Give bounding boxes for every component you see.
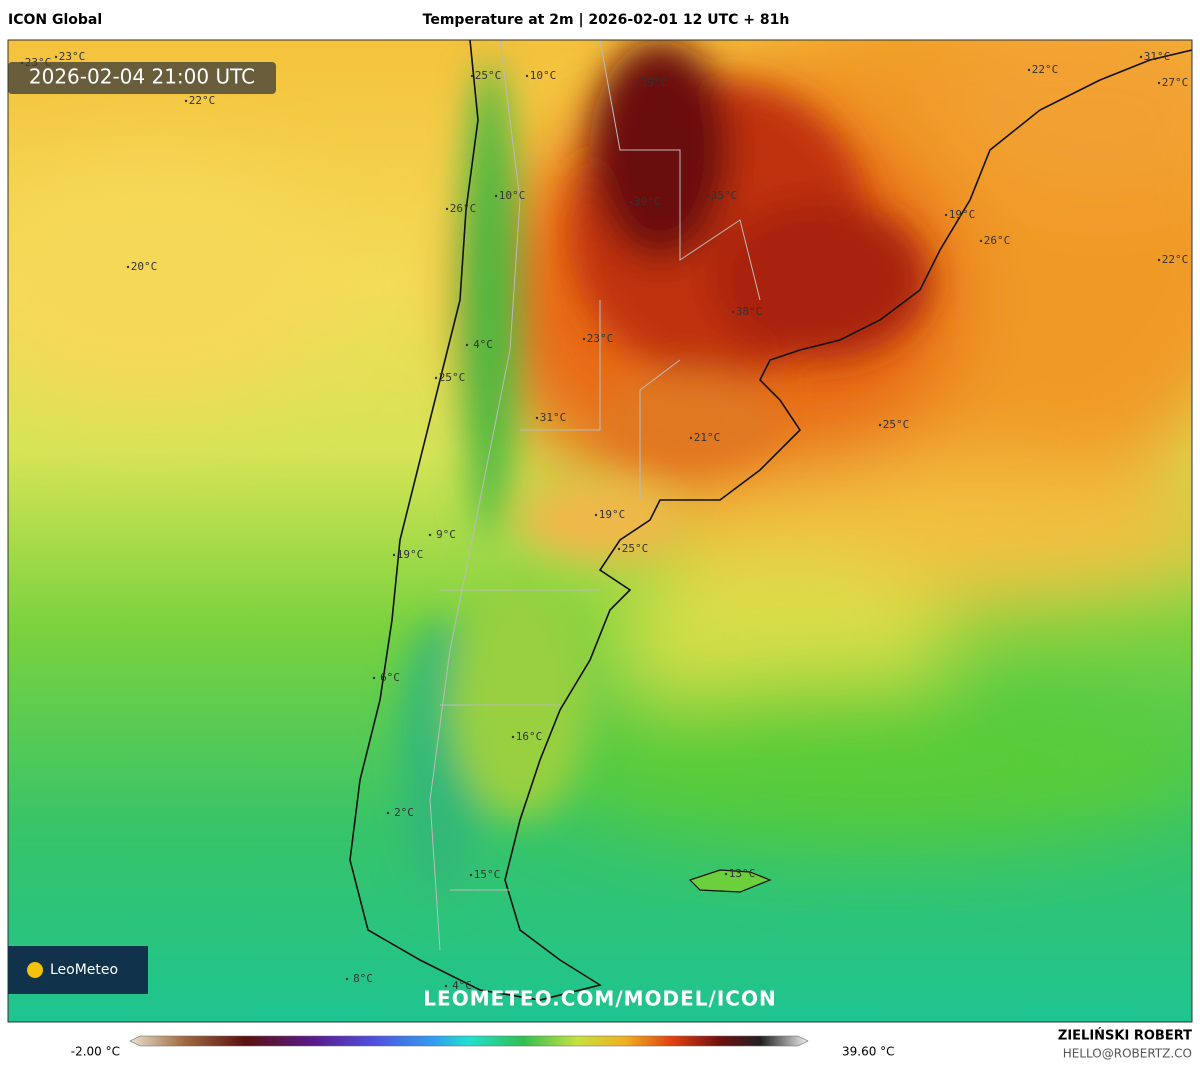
label-dot	[444, 984, 448, 988]
colorbar-max: 39.60 °C	[842, 1045, 895, 1059]
temperature-label: 25°C	[622, 542, 649, 555]
temperature-label: 10°C	[530, 69, 557, 82]
colorbar-scale	[129, 1035, 809, 1047]
temperature-label: 22°C	[1162, 253, 1189, 266]
author-email: HELLO@ROBERTZ.CO	[1063, 1047, 1192, 1061]
label-dot	[689, 436, 693, 440]
label-dot	[1157, 258, 1161, 262]
temperature-label: 13°C	[729, 867, 756, 880]
label-dot	[494, 194, 498, 198]
label-dot	[184, 99, 188, 103]
label-dot	[525, 74, 529, 78]
label-dot	[445, 207, 449, 211]
label-dot	[54, 55, 58, 59]
temperature-label: 23°C	[59, 50, 86, 63]
temperature-label: 26°C	[984, 234, 1011, 247]
temperature-label: 39°C	[634, 195, 661, 208]
map: 23°C 23°C 22°C 25°C 10°C 39°C 22°C 31°C 27°C 26°C…	[8, 40, 1192, 1022]
label-dot	[582, 337, 586, 341]
temperature-label: 25°C	[439, 371, 466, 384]
label-dot	[731, 310, 735, 314]
temperature-labels: 23°C 23°C 22°C 25°C 10°C 39°C 22°C 31°C 27°C 26°C…	[20, 50, 1189, 992]
author-name: ZIELIŃSKI ROBERT	[1058, 1028, 1192, 1044]
label-dot	[428, 533, 432, 537]
temperature-label: 19°C	[599, 508, 626, 521]
label-dot	[1027, 68, 1031, 72]
temperature-label: 6°C	[380, 671, 400, 684]
temperature-label: 4°C	[452, 979, 472, 992]
map-frame	[7, 39, 1193, 1023]
label-dot	[979, 239, 983, 243]
time-box	[8, 62, 276, 94]
label-dot	[465, 343, 469, 347]
label-dot	[1157, 81, 1161, 85]
label-dot	[878, 423, 882, 427]
temperature-label: 15°C	[474, 868, 501, 881]
label-dot	[470, 74, 474, 78]
temperature-label: 25°C	[475, 69, 502, 82]
temperature-label: 10°C	[499, 189, 526, 202]
falklands	[688, 869, 772, 893]
temperature-label: 22°C	[1032, 63, 1059, 76]
logo: LeoMeteo	[50, 962, 118, 978]
map-title: Temperature at 2m | 2026-02-01 12 UTC + …	[423, 12, 790, 28]
label-dot	[944, 213, 948, 217]
temperature-label: 31°C	[1144, 50, 1171, 63]
temperature-label: 26°C	[450, 202, 477, 215]
coastline	[349, 40, 1192, 1001]
temperature-label: 9°C	[436, 528, 456, 541]
label-dot	[535, 416, 539, 420]
label-dot	[469, 873, 473, 877]
temperature-label: 31°C	[540, 411, 567, 424]
temperature-label: 25°C	[883, 418, 910, 431]
model-name: ICON Global	[8, 12, 102, 28]
colorbar-min: -2.00 °C	[71, 1045, 120, 1059]
temperature-label: 38°C	[736, 305, 763, 318]
temperature-label: 39°C	[641, 76, 668, 89]
label-dot	[345, 977, 349, 981]
label-dot	[392, 553, 396, 557]
temperature-label: 23°C	[587, 332, 614, 345]
label-dot	[126, 265, 130, 269]
label-dot	[434, 376, 438, 380]
borders	[429, 40, 761, 951]
label-dot	[706, 194, 710, 198]
label-dot	[1139, 55, 1143, 59]
temperature-label: 20°C	[131, 260, 158, 273]
temperature-label: 8°C	[353, 972, 373, 985]
label-dot	[511, 735, 515, 739]
label-dot	[386, 811, 390, 815]
label-dot	[617, 547, 621, 551]
valid-time: 2026-02-04 21:00 UTC	[29, 65, 255, 89]
temperature-label: 19°C	[397, 548, 424, 561]
temperature-label: 22°C	[189, 94, 216, 107]
label-dot	[372, 676, 376, 680]
temperature-label: 2°C	[394, 806, 414, 819]
label-dot	[594, 513, 598, 517]
temperature-label: 35°C	[711, 189, 738, 202]
temperature-label: 27°C	[1162, 76, 1189, 89]
temperature-label: 21°C	[694, 431, 721, 444]
colorbar: -2.00 °C 39.60 °C	[71, 1035, 895, 1059]
temperature-label: 16°C	[516, 730, 543, 743]
logo-sun	[27, 962, 43, 978]
temperature-label: 4°C	[473, 338, 493, 351]
label-dot	[636, 81, 640, 85]
label-dot	[629, 200, 633, 204]
temperature-label: 19°C	[949, 208, 976, 221]
watermark: LEOMETEO.COM/MODEL/ICON	[423, 987, 776, 1011]
label-dot	[724, 872, 728, 876]
